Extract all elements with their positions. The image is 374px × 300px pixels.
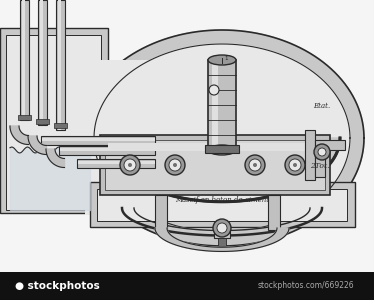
Circle shape [213,219,231,237]
Circle shape [245,155,265,175]
Bar [0,28,108,213]
Bar [315,152,325,177]
Bar [58,0,61,130]
Bar [105,140,325,190]
Text: 1: 1 [224,56,227,61]
Polygon shape [46,149,64,167]
Circle shape [120,155,140,175]
Bar [305,130,315,180]
Bar [268,195,280,230]
Bar [56,0,65,130]
Text: Etat.: Etat. [313,102,330,110]
Bar [77,158,155,167]
Circle shape [318,148,326,156]
Ellipse shape [208,145,236,155]
Bar [79,160,155,164]
Text: Massif en beton de ciment: Massif en beton de ciment [175,196,269,204]
Polygon shape [155,228,289,251]
Bar [59,146,155,154]
Bar [43,137,155,140]
Circle shape [124,159,136,171]
Text: 2Tot.: 2Tot. [310,162,329,170]
Bar [90,182,355,227]
Bar [315,140,345,150]
Circle shape [314,144,330,160]
Bar [212,60,218,150]
Bar [42,136,155,145]
Polygon shape [94,44,350,232]
Circle shape [209,85,219,95]
Polygon shape [122,208,322,236]
Bar [97,189,347,221]
Circle shape [217,223,227,233]
Text: ● stockphotos: ● stockphotos [15,281,100,291]
Circle shape [165,155,185,175]
Bar [38,0,47,125]
Bar [40,0,43,125]
Polygon shape [28,136,46,154]
Circle shape [249,159,261,171]
Bar [100,135,330,195]
Bar [6,35,101,210]
Text: stockphotos.com/669226: stockphotos.com/669226 [258,281,355,290]
Circle shape [173,163,177,167]
Polygon shape [104,138,340,202]
Bar [85,60,165,215]
Circle shape [293,163,297,167]
Bar [18,115,31,120]
Bar [205,145,239,153]
Bar [218,238,226,246]
Bar [22,0,25,120]
Circle shape [128,163,132,167]
Bar [155,195,167,230]
Circle shape [289,159,301,171]
Circle shape [285,155,305,175]
Bar [61,148,155,151]
Polygon shape [10,126,28,145]
Bar [108,143,322,151]
Bar [214,226,230,238]
Bar [208,60,236,150]
Bar [0,272,374,300]
Circle shape [169,159,181,171]
Bar [36,119,49,124]
Ellipse shape [208,55,236,65]
Polygon shape [80,30,364,246]
Bar [54,123,67,128]
Bar [20,0,29,120]
Circle shape [253,163,257,167]
